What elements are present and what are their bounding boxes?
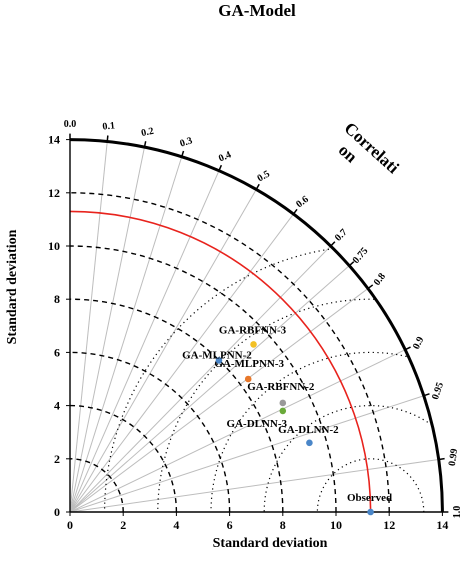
correlation-tick-mark [423,393,430,397]
model-point-label: Observed [347,492,392,504]
x-tick-label: 6 [227,518,233,532]
y-tick-label: 4 [54,399,60,413]
x-axis-ticks: 0 2 4 6 8 10 12 14 [67,512,448,532]
y-axis-title: Standard deviation [5,229,20,344]
rms-dotted-arcs [103,248,432,513]
correlation-ray [69,156,183,513]
correlation-rays [69,141,439,513]
std-arc [69,192,390,513]
correlation-ray [69,395,424,513]
model-point-label: GA-DLNN-2 [278,424,339,436]
correlation-ray [69,189,257,513]
model-point [306,439,313,447]
correlation-tick-label: 0.7 [333,227,350,244]
correlation-tick-mark [438,457,445,461]
correlation-title: Correlati on [335,119,403,178]
correlation-tick-label: 0.9 [411,335,426,351]
model-point-label: GA-RBFNN-3 [219,324,287,336]
model-point [279,407,287,415]
correlation-tick-mark [106,135,109,142]
correlation-tick-label: 0.5 [256,169,272,185]
correlation-ray [69,147,145,513]
correlation-tick-mark [292,208,298,215]
std-dashed-arcs [69,192,390,513]
reference-arc [69,210,372,513]
x-tick-label: 4 [173,518,179,532]
std-arc [69,298,284,513]
correlation-tick-mark [348,261,355,267]
correlation-tick-label: 0.75 [351,246,371,266]
model-points: Observed GA-DLNN-2GA-DLNN-3 GA-RBFNN-2 GA-M… [182,324,392,516]
y-tick-label: 0 [54,505,60,519]
model-point [279,399,287,407]
x-tick-label: 12 [383,518,395,532]
correlation-tick-mark [330,241,336,247]
model-point-label: GA-MLPNN-3 [214,358,284,370]
correlation-tick-label: 0.6 [294,194,311,210]
rms-arc [210,351,407,513]
x-tick-label: 2 [120,518,126,532]
y-tick-label: 6 [54,345,60,359]
correlation-ray [69,213,294,513]
y-tick-label: 10 [48,239,60,253]
model-point [244,375,252,383]
correlation-tick-mark [181,150,185,157]
correlation-ray [69,141,108,513]
model-point-label: GA-RBFNN-2 [247,381,315,393]
correlation-tick-label: 0.2 [140,126,154,139]
x-tick-label: 14 [436,518,448,532]
x-tick-label: 10 [330,518,342,532]
correlation-tick-label: 0.0 [64,119,77,130]
reference-std-arc [69,210,372,513]
x-tick-label: 8 [280,518,286,532]
std-arc [69,404,178,513]
correlation-ray [69,288,369,513]
correlation-tick-label: 0.95 [430,381,446,401]
chart-title: GA-Model [218,1,296,20]
correlation-tick-mark [367,284,374,290]
correlation-tick-label: 0.1 [102,120,116,132]
x-axis-title: Standard deviation [213,536,328,551]
y-axis-ticks: 0 2 4 6 8 10 12 14 [48,133,70,519]
model-point [215,357,223,364]
correlation-tick-label: 0.8 [372,271,388,288]
std-arc [69,458,124,513]
correlation-tick-label: 0.4 [217,149,233,164]
model-point [250,341,257,348]
correlation-tick-mark [404,346,411,351]
rms-arc [263,404,432,513]
correlation-ticks: 0.0 0.1 0.2 0.3 0.4 0.5 0.6 0.70.750.8 0.9 0.95 0.… [64,119,463,518]
correlation-tick-mark [255,183,260,190]
correlation-tick-mark [143,141,147,148]
correlation-ray [69,170,220,513]
axes [69,139,443,513]
y-tick-label: 14 [48,133,60,147]
correlation-ray [69,458,439,513]
correlation-tick-label: 1.0 [452,506,463,519]
x-tick-label: 0 [67,518,73,532]
y-tick-label: 2 [54,452,60,466]
outer-arc [69,138,444,513]
correlation-tick-label: 0.99 [447,448,460,467]
std-arc [69,245,337,513]
y-tick-label: 8 [54,292,60,306]
model-point-label: GA-DLNN-3 [227,418,288,430]
model-point [367,508,374,516]
correlation-ray [69,245,332,513]
model-point-label: GA-MLPNN-2 [182,349,252,361]
correlation-axis [69,138,444,513]
correlation-tick-label: 0.3 [179,135,194,149]
rms-arc [103,248,330,513]
correlation-ray [69,265,350,513]
y-tick-label: 12 [48,186,60,200]
correlation-tick-mark [218,164,223,171]
correlation-ray [69,349,406,513]
